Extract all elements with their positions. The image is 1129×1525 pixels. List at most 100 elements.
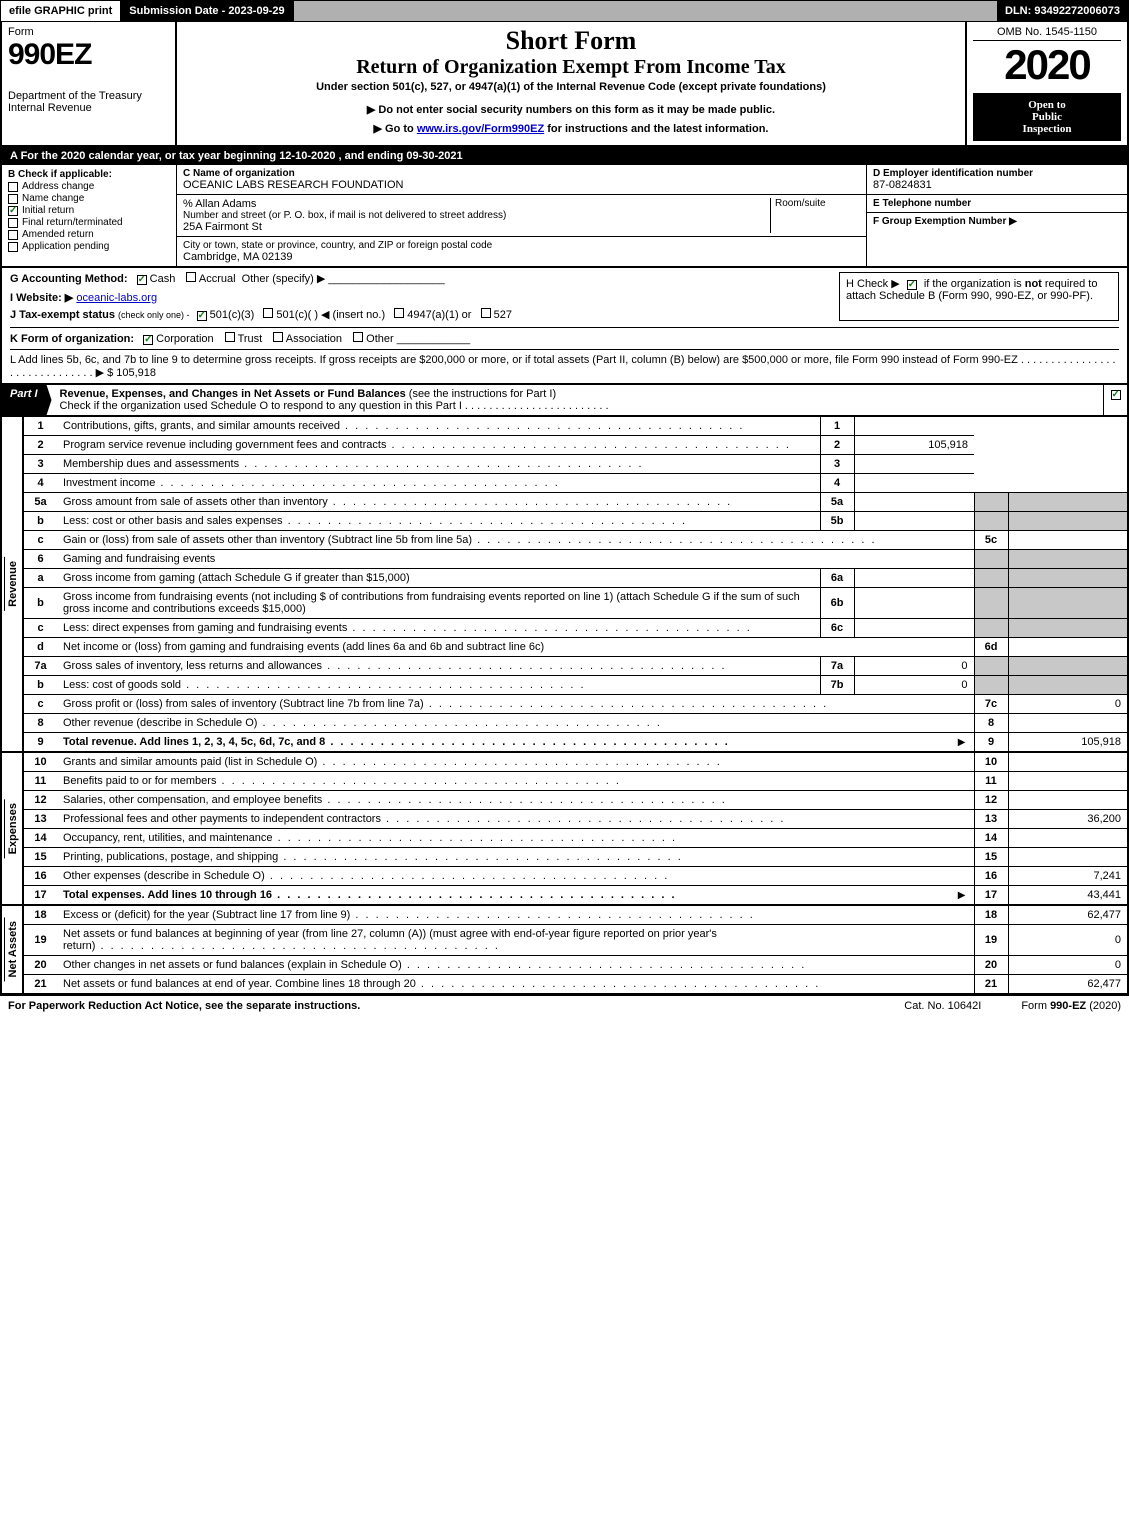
arrow-icon [958, 889, 968, 901]
k-trust[interactable]: Trust [238, 333, 263, 345]
j-label: J Tax-exempt status [10, 309, 115, 321]
line-2-val: 105,918 [854, 436, 974, 455]
paperwork-notice: For Paperwork Reduction Act Notice, see … [8, 1000, 864, 1012]
line-3-desc: Membership dues and assessments [63, 458, 814, 470]
line-5b-desc: Less: cost or other basis and sales expe… [63, 515, 814, 527]
c-name-label: C Name of organization [183, 168, 860, 179]
website-link[interactable]: oceanic-labs.org [76, 292, 157, 304]
line-9-val: 105,918 [1008, 733, 1128, 752]
top-bar: efile GRAPHIC print Submission Date - 20… [0, 0, 1129, 22]
cb-address-change[interactable]: Address change [8, 181, 170, 192]
efile-print-label[interactable]: efile GRAPHIC print [1, 1, 121, 21]
line-3-val [854, 455, 974, 474]
line-18-desc: Excess or (deficit) for the year (Subtra… [63, 909, 968, 921]
cb-amended-return[interactable]: Amended return [8, 229, 170, 240]
section-a: A For the 2020 calendar year, or tax yea… [0, 147, 1129, 165]
row-g: G Accounting Method: Cash Accrual Other … [10, 272, 819, 321]
j-501c[interactable]: 501(c)( ) ◀ (insert no.) [276, 309, 385, 321]
line-17-desc: Total expenses. Add lines 10 through 16 [63, 889, 958, 901]
line-5c-desc: Gain or (loss) from sale of assets other… [63, 534, 968, 546]
line-7c-val: 0 [1008, 695, 1128, 714]
j-527[interactable]: 527 [494, 309, 512, 321]
form-right-block: OMB No. 1545-1150 2020 Open to Public In… [967, 22, 1127, 145]
line-9-desc: Total revenue. Add lines 1, 2, 3, 4, 5c,… [63, 736, 958, 748]
expenses-vlabel: Expenses [4, 799, 21, 858]
row-gh: G Accounting Method: Cash Accrual Other … [10, 272, 1119, 321]
cb-application-pending[interactable]: Application pending [8, 241, 170, 252]
line-6c-desc: Less: direct expenses from gaming and fu… [63, 622, 814, 634]
box-e: E Telephone number [867, 195, 1127, 213]
line-1-desc: Contributions, gifts, grants, and simila… [63, 420, 814, 432]
box-b-title: B Check if applicable: [8, 169, 170, 180]
part-i-pill: Part I [2, 385, 52, 415]
expenses-table: 10Grants and similar amounts paid (list … [22, 753, 1129, 904]
form-number: 990EZ [8, 38, 169, 72]
box-c: C Name of organization OCEANIC LABS RESE… [177, 165, 867, 266]
cb-name-change[interactable]: Name change [8, 193, 170, 204]
j-4947[interactable]: 4947(a)(1) or [407, 309, 471, 321]
k-other[interactable]: Other [366, 333, 394, 345]
box-d: D Employer identification number 87-0824… [867, 165, 1127, 195]
street-label: Number and street (or P. O. box, if mail… [183, 210, 770, 221]
cat-no: Cat. No. 10642I [864, 1000, 1021, 1012]
netassets-section: Net Assets 18Excess or (deficit) for the… [0, 906, 1129, 995]
g-other[interactable]: Other (specify) ▶ [242, 273, 326, 285]
netassets-table: 18Excess or (deficit) for the year (Subt… [22, 906, 1129, 993]
line-15-desc: Printing, publications, postage, and shi… [63, 851, 968, 863]
part-i-schedule-o-checkbox[interactable] [1103, 385, 1127, 415]
revenue-table: 1Contributions, gifts, grants, and simil… [22, 417, 1129, 751]
topbar-spacer [294, 1, 997, 21]
line-8-desc: Other revenue (describe in Schedule O) [63, 717, 968, 729]
line-7a-val: 0 [854, 657, 974, 676]
k-corp[interactable]: Corporation [156, 333, 213, 345]
street: 25A Fairmont St [183, 221, 770, 233]
g-accrual[interactable]: Accrual [199, 273, 236, 285]
line-11-desc: Benefits paid to or for members [63, 775, 968, 787]
city-label: City or town, state or province, country… [183, 240, 860, 251]
row-j: J Tax-exempt status (check only one) - 5… [10, 308, 819, 321]
form-ref: Form 990-EZ (2020) [1021, 1000, 1121, 1012]
room-label: Room/suite [775, 198, 860, 209]
page-footer: For Paperwork Reduction Act Notice, see … [0, 995, 1129, 1016]
part-i-title: Revenue, Expenses, and Changes in Net As… [52, 385, 1103, 415]
g-label: G Accounting Method: [10, 273, 128, 285]
d-label: D Employer identification number [873, 168, 1121, 179]
box-f: F Group Exemption Number ▶ [867, 213, 1127, 230]
box-def: D Employer identification number 87-0824… [867, 165, 1127, 266]
g-cash[interactable]: Cash [150, 273, 176, 285]
org-name: OCEANIC LABS RESEARCH FOUNDATION [183, 179, 860, 191]
line-19-val: 0 [1008, 925, 1128, 956]
subtitle: Under section 501(c), 527, or 4947(a)(1)… [183, 81, 959, 93]
row-i: I Website: ▶ oceanic-labs.org [10, 291, 819, 304]
f-label: F Group Exemption Number ▶ [873, 216, 1121, 227]
line-2-desc: Program service revenue including govern… [63, 439, 814, 451]
line-7b-desc: Less: cost of goods sold [63, 679, 814, 691]
line-21-val: 62,477 [1008, 975, 1128, 994]
box-c-city: City or town, state or province, country… [177, 237, 866, 266]
omb-number: OMB No. 1545-1150 [973, 26, 1121, 41]
irs-link[interactable]: www.irs.gov/Form990EZ [417, 123, 544, 135]
j-501c3[interactable]: 501(c)(3) [210, 309, 255, 321]
row-k: K Form of organization: Corporation Trus… [10, 327, 1119, 345]
box-c-street: % Allan Adams Number and street (or P. O… [177, 195, 866, 237]
part-i-header: Part I Revenue, Expenses, and Changes in… [0, 385, 1129, 417]
line-10-desc: Grants and similar amounts paid (list in… [63, 756, 968, 768]
line-6d-desc: Net income or (loss) from gaming and fun… [57, 638, 974, 657]
form-label: Form [8, 26, 169, 38]
arrow-icon [958, 736, 968, 748]
j-hint: (check only one) - [118, 310, 190, 320]
line-20-val: 0 [1008, 956, 1128, 975]
line-18-val: 62,477 [1008, 906, 1128, 925]
goto-pre: ▶ Go to [374, 123, 417, 135]
line-7a-desc: Gross sales of inventory, less returns a… [63, 660, 814, 672]
k-assoc[interactable]: Association [286, 333, 342, 345]
line-13-desc: Professional fees and other payments to … [63, 813, 968, 825]
line-17-val: 43,441 [1008, 886, 1128, 905]
cb-final-return[interactable]: Final return/terminated [8, 217, 170, 228]
cb-initial-return[interactable]: Initial return [8, 205, 170, 216]
i-label: I Website: ▶ [10, 292, 73, 304]
line-4-val [854, 474, 974, 493]
form-header: Form 990EZ Department of the Treasury In… [0, 22, 1129, 147]
short-form-title: Short Form [183, 26, 959, 56]
line-16-val: 7,241 [1008, 867, 1128, 886]
